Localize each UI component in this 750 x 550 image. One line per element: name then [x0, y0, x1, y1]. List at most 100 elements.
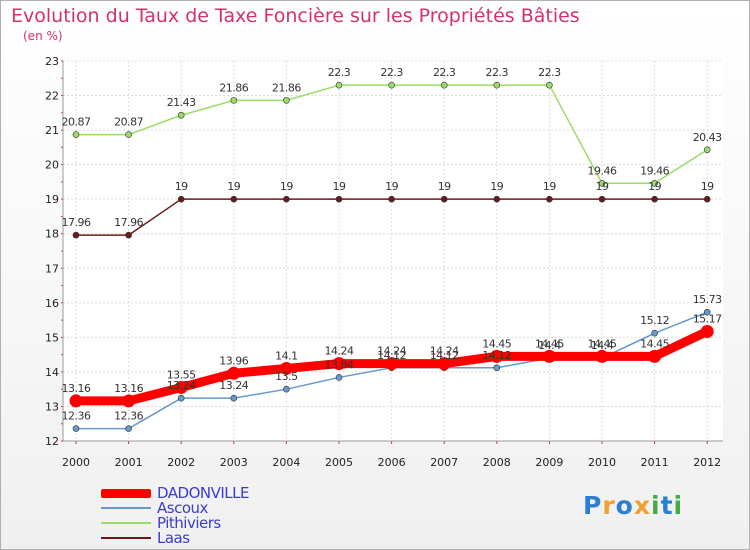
- data-point-laas: [72, 231, 80, 239]
- data-label-ascoux: 14.4: [538, 339, 561, 352]
- data-point-ascoux: [703, 308, 711, 316]
- data-label-pithiviers: 21.86: [272, 81, 301, 94]
- data-label-pithiviers: 22.3: [538, 66, 561, 79]
- data-label-pithiviers: 20.87: [114, 116, 143, 129]
- data-point-dadonville: [700, 324, 714, 338]
- x-tick-label: 2003: [220, 456, 248, 469]
- y-tick-label: 16: [45, 297, 59, 310]
- data-point-laas: [177, 195, 185, 203]
- x-tick-label: 2012: [693, 456, 721, 469]
- y-tick-label: 20: [45, 159, 59, 172]
- data-point-dadonville: [122, 394, 136, 408]
- data-point-laas: [651, 195, 658, 203]
- data-point-dadonville: [490, 349, 504, 363]
- data-point-pithiviers: [335, 81, 343, 89]
- data-label-dadonville: 14.1: [275, 349, 298, 362]
- legend-swatch-dadonville: [101, 489, 151, 498]
- data-label-pithiviers: 21.86: [219, 81, 248, 94]
- data-label-ascoux: 13.84: [325, 358, 354, 371]
- data-point-pithiviers: [651, 179, 658, 187]
- chart-title: Evolution du Taux de Taxe Foncière sur l…: [11, 5, 580, 27]
- data-label-laas: 19: [490, 180, 503, 193]
- x-tick-label: 2000: [62, 456, 90, 469]
- data-label-laas: 19: [227, 180, 240, 193]
- data-label-laas: 19: [175, 180, 188, 193]
- data-label-pithiviers: 22.3: [486, 66, 509, 79]
- data-label-pithiviers: 22.3: [380, 66, 403, 79]
- data-label-dadonville: 15.17: [693, 312, 722, 325]
- x-tick-label: 2010: [588, 456, 616, 469]
- legend-swatch-ascoux: [101, 507, 151, 509]
- legend-label-pithiviers: Pithiviers: [157, 514, 221, 532]
- data-point-laas: [335, 195, 343, 203]
- data-label-pithiviers: 19.46: [640, 164, 669, 177]
- data-point-pithiviers: [72, 131, 80, 138]
- data-point-dadonville: [437, 357, 451, 371]
- data-label-pithiviers: 19.46: [588, 164, 617, 177]
- data-point-dadonville: [542, 349, 556, 363]
- y-tick-label: 15: [45, 331, 59, 344]
- data-point-laas: [598, 195, 606, 203]
- data-label-laas: 19: [438, 180, 451, 193]
- data-label-laas: 19: [385, 180, 398, 193]
- data-label-pithiviers: 21.43: [167, 96, 196, 109]
- data-point-laas: [125, 231, 132, 239]
- data-label-dadonville: 14.24: [325, 345, 354, 358]
- data-point-pithiviers: [703, 146, 711, 154]
- data-label-pithiviers: 20.43: [693, 131, 722, 144]
- x-tick-label: 2007: [430, 456, 458, 469]
- data-label-pithiviers: 22.3: [433, 66, 456, 79]
- data-point-dadonville: [385, 357, 399, 371]
- data-label-laas: 17.96: [114, 216, 143, 229]
- data-point-dadonville: [227, 366, 241, 380]
- y-tick-label: 17: [45, 262, 59, 275]
- data-label-laas: 19: [280, 180, 293, 193]
- data-point-laas: [703, 195, 711, 203]
- data-label-dadonville: 14.45: [588, 337, 617, 350]
- data-point-pithiviers: [283, 97, 290, 104]
- chart-subtitle: (en %): [23, 29, 63, 43]
- data-point-pithiviers: [230, 97, 238, 104]
- data-point-dadonville: [648, 349, 662, 363]
- data-point-ascoux: [335, 374, 343, 381]
- data-label-dadonville: 14.45: [640, 337, 669, 350]
- data-point-laas: [230, 195, 238, 203]
- y-tick-label: 23: [45, 55, 59, 68]
- proxiti-logo: Proxiti: [583, 491, 683, 520]
- data-point-pithiviers: [177, 111, 185, 119]
- x-tick-label: 2006: [378, 456, 406, 469]
- data-label-ascoux: 15.12: [640, 314, 669, 327]
- x-tick-label: 2004: [272, 456, 300, 469]
- data-label-dadonville: 14.45: [535, 337, 564, 350]
- data-label-ascoux: 13.5: [275, 370, 298, 383]
- x-tick-label: 2009: [535, 456, 563, 469]
- data-point-laas: [388, 195, 395, 203]
- x-tick-label: 2011: [641, 456, 669, 469]
- data-label-ascoux: 14.12: [482, 349, 511, 362]
- x-tick-label: 2008: [483, 456, 511, 469]
- data-label-dadonville: 13.16: [114, 382, 143, 395]
- data-point-pithiviers: [440, 81, 448, 89]
- data-label-laas: 19: [701, 180, 714, 193]
- data-point-dadonville: [332, 357, 346, 371]
- data-point-dadonville: [595, 349, 609, 363]
- logo-letter: t: [660, 491, 674, 520]
- data-label-dadonville: 14.45: [482, 337, 511, 350]
- data-point-laas: [283, 195, 290, 203]
- data-label-ascoux: 13.24: [167, 379, 196, 392]
- legend-label-laas: Laas: [157, 529, 190, 547]
- data-label-ascoux: 15.73: [693, 293, 722, 306]
- y-tick-label: 22: [45, 90, 59, 103]
- logo-letter: i: [651, 491, 661, 520]
- data-point-pithiviers: [125, 131, 132, 138]
- data-label-ascoux: 14.12: [377, 349, 406, 362]
- x-tick-label: 2002: [167, 456, 195, 469]
- data-label-pithiviers: 22.3: [328, 66, 351, 79]
- data-point-pithiviers: [388, 81, 395, 89]
- data-label-laas: 17.96: [62, 216, 91, 229]
- legend-label-ascoux: Ascoux: [157, 499, 208, 517]
- data-point-dadonville: [174, 380, 188, 394]
- data-point-pithiviers: [546, 81, 553, 89]
- data-point-dadonville: [69, 394, 83, 408]
